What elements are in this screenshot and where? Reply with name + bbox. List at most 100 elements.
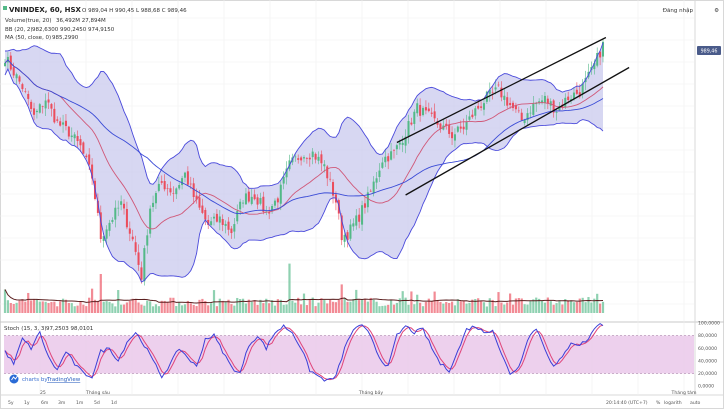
candle-body xyxy=(64,120,67,127)
volume-bar xyxy=(288,263,291,313)
volume-bar xyxy=(59,301,62,313)
candle-body xyxy=(480,106,483,108)
timeframe-1y[interactable]: 1y xyxy=(24,400,30,406)
volume-bar xyxy=(448,302,451,313)
volume-bar xyxy=(294,302,297,313)
timeframe-5y[interactable]: 5y xyxy=(8,400,14,406)
stoch-lines xyxy=(4,323,694,382)
watermark-brand[interactable]: TradingView xyxy=(46,377,81,383)
candle-body xyxy=(178,185,181,189)
log-toggle[interactable]: logarith xyxy=(664,400,682,406)
candle-body xyxy=(477,105,480,109)
candle-body xyxy=(456,126,459,132)
candle-body xyxy=(183,172,186,178)
candle-body xyxy=(285,168,288,178)
candle-body xyxy=(599,51,602,58)
candle-body xyxy=(30,101,33,109)
candle-body xyxy=(160,181,163,183)
volume-bar xyxy=(32,298,36,313)
time-label-0: 25 xyxy=(40,390,46,396)
volume-values: 36,492M 27,894M xyxy=(56,18,106,24)
stoch-axis-tick-4: 20,0000 xyxy=(698,371,717,377)
login-link[interactable]: Đăng nhập xyxy=(663,7,694,14)
candle-body xyxy=(181,178,184,186)
tradingview-watermark[interactable]: charts by TradingView xyxy=(9,374,81,384)
candle-body xyxy=(282,176,285,184)
candles xyxy=(3,38,605,286)
volume-bar xyxy=(64,299,68,313)
volume-bar xyxy=(491,299,494,313)
volume-bar xyxy=(175,306,178,313)
stoch-axis-tick-1: 80,0000 xyxy=(698,333,717,339)
candle-body xyxy=(247,191,250,202)
candle-body xyxy=(157,183,160,191)
volume-bar xyxy=(398,298,401,313)
volume-bar xyxy=(590,302,593,313)
auto-toggle[interactable]: auto xyxy=(690,400,701,406)
volume-bar xyxy=(207,305,210,313)
volume-bar xyxy=(369,297,372,313)
volume-bar xyxy=(192,304,195,313)
volume-bar xyxy=(137,302,140,313)
settings-icon[interactable]: ⚙ xyxy=(714,8,719,14)
timeframe-1m[interactable]: 1m xyxy=(76,400,84,406)
volume-bar xyxy=(35,299,39,313)
candle-body xyxy=(436,121,439,125)
candle-body xyxy=(320,154,323,164)
timeframe-3m[interactable]: 3m xyxy=(58,400,66,406)
volume-bar xyxy=(561,304,564,313)
candle-body xyxy=(186,171,189,185)
volume-bar xyxy=(532,299,535,313)
volume-bar xyxy=(273,305,277,313)
time-label-2: Tháng bảy xyxy=(358,389,384,396)
volume-bar xyxy=(549,301,552,313)
candle-body xyxy=(239,201,242,210)
candle-body xyxy=(526,113,529,121)
candle-body xyxy=(300,157,303,161)
stoch-label[interactable]: Stoch (15, 3, 3) xyxy=(4,326,47,332)
volume-bar xyxy=(149,301,152,313)
volume-bar xyxy=(160,300,163,313)
volume-bar xyxy=(244,303,248,313)
candle-body xyxy=(488,89,491,94)
candle-body xyxy=(27,93,30,99)
candle-body xyxy=(207,219,210,225)
candle-body xyxy=(439,123,442,130)
volume-bar xyxy=(67,302,70,313)
candle-body xyxy=(314,153,317,160)
candle-body xyxy=(302,157,306,159)
candle-body xyxy=(82,142,85,154)
candle-body xyxy=(471,114,474,118)
candle-body xyxy=(509,102,512,106)
volume-bar xyxy=(569,300,573,313)
volume-bar xyxy=(314,306,317,313)
trend-channel[interactable] xyxy=(396,36,630,196)
volume-bar xyxy=(90,288,94,313)
candle-body xyxy=(198,197,201,208)
volume-bar xyxy=(526,304,529,313)
volume-label[interactable]: Volume(true, 20) xyxy=(5,18,52,24)
candle-body xyxy=(340,215,343,241)
ma-label[interactable]: MA (50, close, 0) xyxy=(5,35,51,41)
bb-label[interactable]: BB (20, 2) xyxy=(5,27,33,33)
percent-toggle[interactable]: % xyxy=(656,400,661,406)
tradingview-logo-icon xyxy=(9,374,19,384)
volume-bar xyxy=(311,297,314,313)
candle-body xyxy=(146,235,149,246)
volume-bar xyxy=(215,306,219,313)
candle-body xyxy=(422,107,425,116)
candle-body xyxy=(517,110,520,112)
volume-bar xyxy=(421,306,425,313)
watermark-prefix: charts by xyxy=(22,377,48,383)
timeframe-6m[interactable]: 6m xyxy=(41,400,49,406)
timeframe-1d[interactable]: 1d xyxy=(111,400,117,406)
volume-bar xyxy=(50,301,53,313)
symbol-title[interactable]: VNINDEX, 60, HSX xyxy=(9,6,82,14)
candle-body xyxy=(44,100,47,109)
candle-body xyxy=(514,105,517,110)
candle-body xyxy=(529,112,532,114)
volume-bar xyxy=(546,297,549,313)
candle-body xyxy=(236,210,239,222)
timeframe-5d[interactable]: 5d xyxy=(94,400,100,406)
